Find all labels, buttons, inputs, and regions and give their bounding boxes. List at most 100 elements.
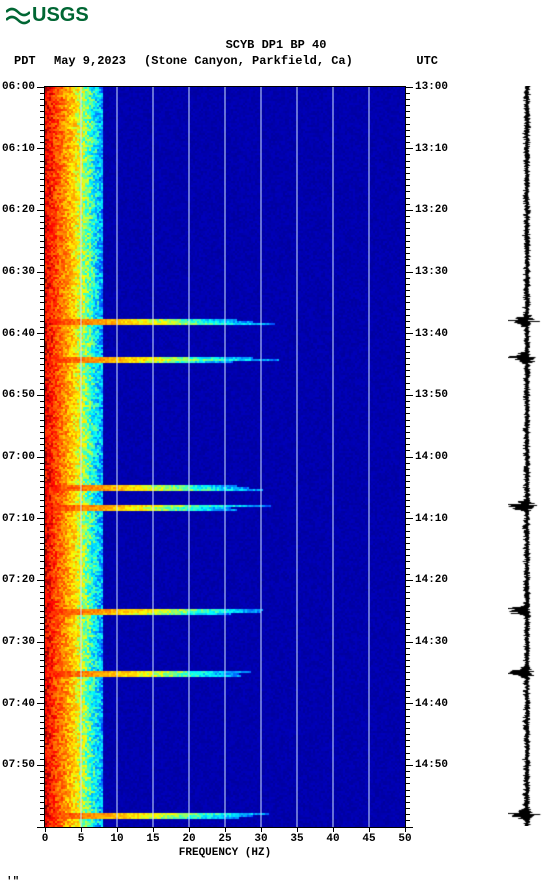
y-minor-tick <box>40 296 45 297</box>
y-minor-tick <box>405 685 410 686</box>
y-minor-tick <box>40 611 45 612</box>
y-minor-tick <box>405 99 410 100</box>
y-minor-tick <box>40 376 45 377</box>
y-minor-tick <box>40 592 45 593</box>
x-tick-label: 50 <box>398 833 411 845</box>
y-minor-tick <box>405 790 410 791</box>
y-left-label: 07:50 <box>0 759 35 771</box>
y-tick <box>405 518 413 519</box>
y-left-label: 07:20 <box>0 574 35 586</box>
y-minor-tick <box>40 728 45 729</box>
x-tick <box>297 827 298 832</box>
y-minor-tick <box>405 574 410 575</box>
y-minor-tick <box>40 241 45 242</box>
y-minor-tick <box>405 339 410 340</box>
x-tick <box>153 827 154 832</box>
y-minor-tick <box>40 543 45 544</box>
y-minor-tick <box>405 105 410 106</box>
y-minor-tick <box>40 111 45 112</box>
x-tick-label: 25 <box>218 833 231 845</box>
y-tick <box>37 333 45 334</box>
y-minor-tick <box>40 346 45 347</box>
y-minor-tick <box>405 716 410 717</box>
y-minor-tick <box>40 783 45 784</box>
y-minor-tick <box>40 709 45 710</box>
x-tick-label: 15 <box>146 833 159 845</box>
y-minor-tick <box>40 99 45 100</box>
y-minor-tick <box>405 111 410 112</box>
y-minor-tick <box>40 759 45 760</box>
y-tick <box>405 703 413 704</box>
y-minor-tick <box>40 450 45 451</box>
y-right-label: 14:10 <box>415 513 455 525</box>
y-minor-tick <box>40 487 45 488</box>
y-minor-tick <box>40 481 45 482</box>
y-left-label: 06:10 <box>0 143 35 155</box>
y-minor-tick <box>405 167 410 168</box>
y-minor-tick <box>405 191 410 192</box>
y-minor-tick <box>405 568 410 569</box>
y-minor-tick <box>40 358 45 359</box>
y-minor-tick <box>405 321 410 322</box>
y-tick <box>405 333 413 334</box>
y-minor-tick <box>405 808 410 809</box>
y-minor-tick <box>405 512 410 513</box>
x-tick-label: 5 <box>78 833 85 845</box>
y-minor-tick <box>40 383 45 384</box>
y-left-label: 06:40 <box>0 328 35 340</box>
y-minor-tick <box>40 216 45 217</box>
y-tick <box>405 210 413 211</box>
y-right-label: 14:00 <box>415 451 455 463</box>
y-minor-tick <box>405 93 410 94</box>
y-right-label: 13:10 <box>415 143 455 155</box>
y-minor-tick <box>40 302 45 303</box>
y-tick <box>405 87 413 88</box>
y-minor-tick <box>405 290 410 291</box>
y-minor-tick <box>40 222 45 223</box>
y-minor-tick <box>405 648 410 649</box>
y-minor-tick <box>40 753 45 754</box>
x-tick-label: 40 <box>326 833 339 845</box>
y-minor-tick <box>405 278 410 279</box>
y-minor-tick <box>405 783 410 784</box>
y-tick <box>37 642 45 643</box>
y-minor-tick <box>40 204 45 205</box>
y-minor-tick <box>405 654 410 655</box>
y-minor-tick <box>405 241 410 242</box>
y-right-label: 14:20 <box>415 574 455 586</box>
y-minor-tick <box>40 777 45 778</box>
y-minor-tick <box>405 444 410 445</box>
y-minor-tick <box>40 426 45 427</box>
y-minor-tick <box>40 247 45 248</box>
y-minor-tick <box>40 654 45 655</box>
y-tick <box>37 87 45 88</box>
y-minor-tick <box>405 494 410 495</box>
y-minor-tick <box>40 666 45 667</box>
y-minor-tick <box>405 438 410 439</box>
y-minor-tick <box>40 339 45 340</box>
y-minor-tick <box>405 722 410 723</box>
y-minor-tick <box>40 444 45 445</box>
y-right-label: 13:50 <box>415 389 455 401</box>
y-minor-tick <box>40 771 45 772</box>
x-tick-label: 20 <box>182 833 195 845</box>
y-minor-tick <box>405 666 410 667</box>
y-minor-tick <box>40 648 45 649</box>
y-minor-tick <box>40 142 45 143</box>
y-left-label: 06:00 <box>0 81 35 93</box>
y-tick <box>37 580 45 581</box>
y-minor-tick <box>405 154 410 155</box>
y-minor-tick <box>405 543 410 544</box>
y-minor-tick <box>40 407 45 408</box>
y-minor-tick <box>405 253 410 254</box>
y-tick <box>405 642 413 643</box>
y-minor-tick <box>40 722 45 723</box>
y-tick <box>37 827 45 828</box>
y-minor-tick <box>405 228 410 229</box>
x-axis-title: FREQUENCY (HZ) <box>45 847 405 859</box>
y-minor-tick <box>40 235 45 236</box>
y-minor-tick <box>405 617 410 618</box>
y-minor-tick <box>405 524 410 525</box>
tz-left-label: PDT <box>14 54 36 68</box>
y-left-label: 07:00 <box>0 451 35 463</box>
